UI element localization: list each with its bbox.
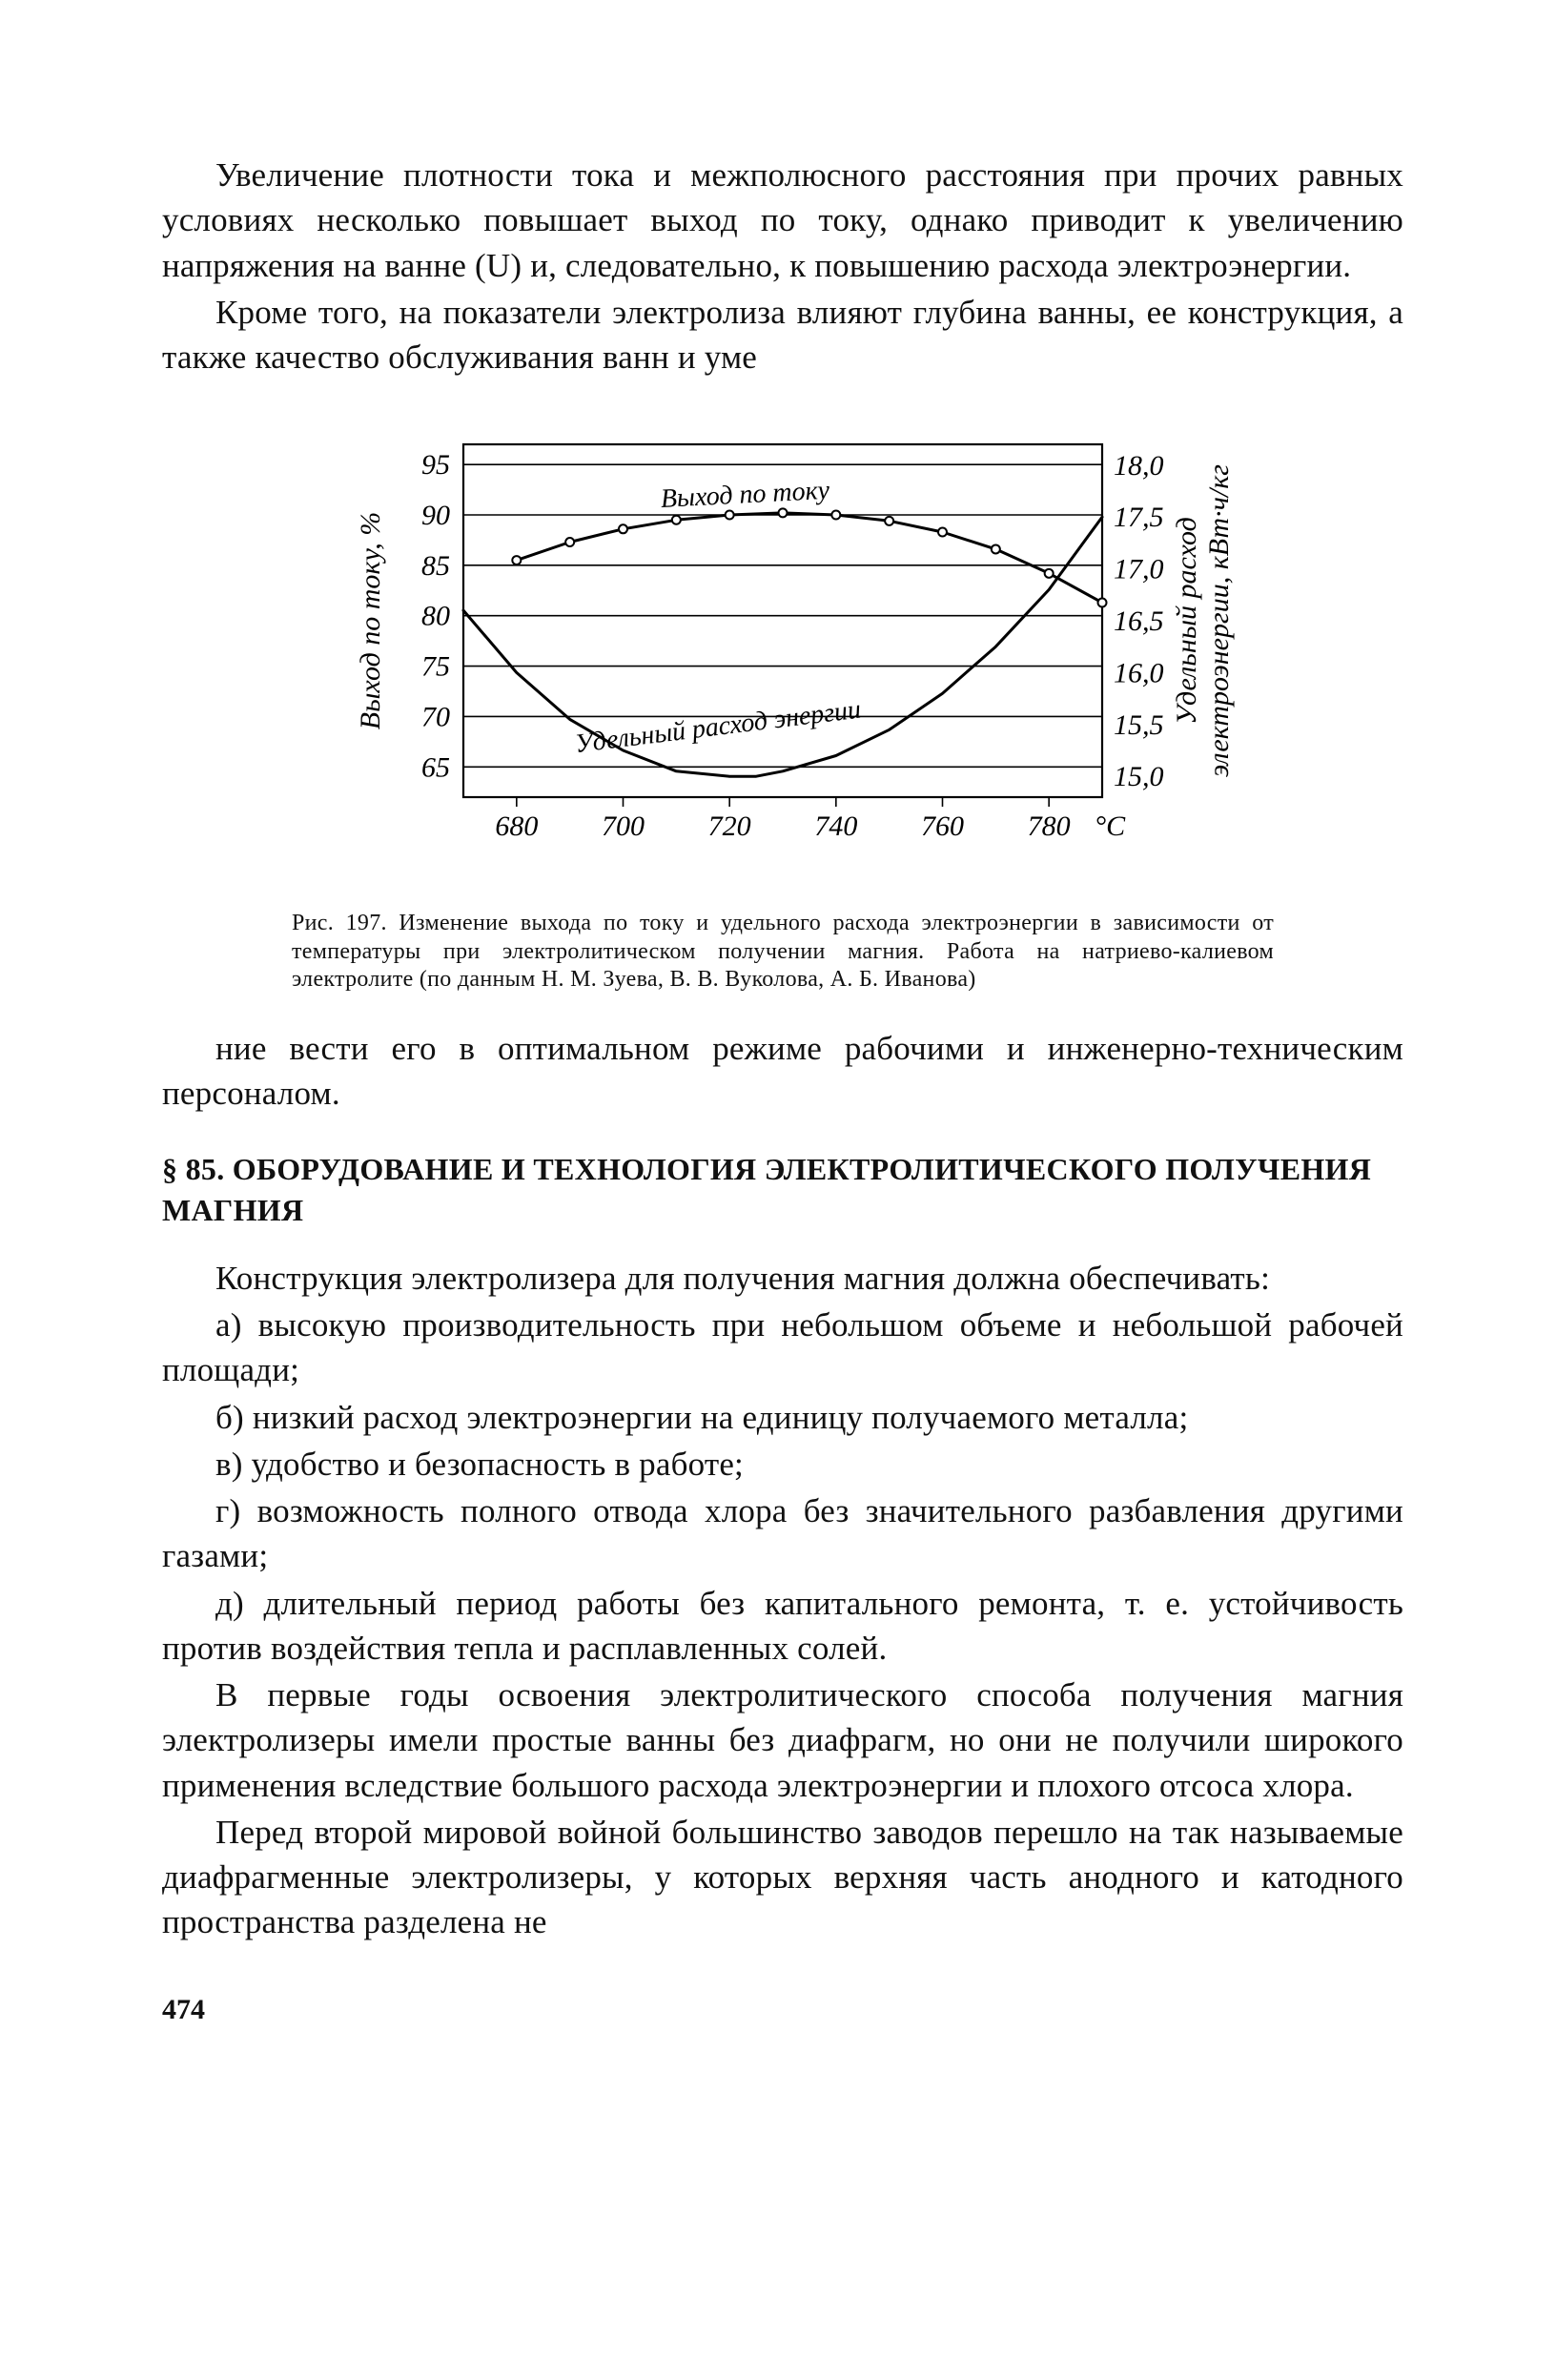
svg-text:780: 780	[1028, 810, 1071, 842]
svg-text:75: 75	[421, 651, 450, 683]
svg-text:720: 720	[708, 810, 751, 842]
svg-text:°C: °C	[1095, 810, 1126, 842]
svg-text:17,5: 17,5	[1114, 502, 1164, 533]
page: Увеличение плотности тока и межполюсного…	[0, 0, 1556, 2380]
svg-text:680: 680	[495, 810, 538, 842]
svg-text:85: 85	[421, 550, 450, 582]
svg-text:760: 760	[921, 810, 964, 842]
paragraph: ние вести его в оптимальном режиме рабоч…	[162, 1026, 1403, 1117]
paragraph: Увеличение плотности тока и межполюсного…	[162, 153, 1403, 288]
list-item-b: б) низкий расход электроэнергии на едини…	[162, 1395, 1403, 1440]
svg-text:Выход по току: Выход по току	[660, 476, 830, 514]
svg-text:740: 740	[814, 810, 857, 842]
svg-text:Удельный расход: Удельный расход	[1171, 517, 1202, 725]
list-item-c: в) удобство и безопасность в работе;	[162, 1442, 1403, 1487]
svg-text:16,5: 16,5	[1114, 605, 1164, 637]
svg-text:70: 70	[421, 702, 450, 733]
svg-text:Выход по току, %: Выход по току, %	[355, 512, 386, 730]
list-item-a: а) высокую производительность при неболь…	[162, 1303, 1403, 1393]
svg-text:15,5: 15,5	[1114, 709, 1164, 741]
svg-text:80: 80	[421, 601, 450, 632]
svg-text:16,0: 16,0	[1114, 658, 1164, 689]
svg-text:Удельный расход энергии: Удельный расход энергии	[573, 695, 862, 760]
chart-svg: 680 700 720 740 760 780 °C 65 70 75 80 85 90 95 15,0 15…	[292, 416, 1274, 892]
svg-text:95: 95	[421, 449, 450, 481]
svg-text:700: 700	[602, 810, 645, 842]
figure-197: 680 700 720 740 760 780 °C 65 70 75 80 85 90 95 15,0 15…	[162, 416, 1403, 892]
list-item-e: д) длительный период работы без капиталь…	[162, 1581, 1403, 1672]
paragraph: Конструкция электролизера для получения …	[162, 1256, 1403, 1301]
paragraph: Перед второй мировой войной большинство …	[162, 1810, 1403, 1945]
svg-text:электроэнергии, кВт·ч/кг: электроэнергии, кВт·ч/кг	[1203, 464, 1235, 777]
svg-text:90: 90	[421, 500, 450, 531]
figure-caption: Рис. 197. Изменение выхода по току и уде…	[292, 910, 1274, 994]
svg-text:15,0: 15,0	[1114, 761, 1164, 792]
section-heading: § 85. ОБОРУДОВАНИЕ И ТЕХНОЛОГИЯ ЭЛЕКТРОЛ…	[162, 1149, 1403, 1231]
svg-text:65: 65	[421, 752, 450, 784]
svg-text:17,0: 17,0	[1114, 554, 1164, 585]
list-item-d: г) возможность полного отвода хлора без …	[162, 1488, 1403, 1579]
paragraph: Кроме того, на показатели электролиза вл…	[162, 290, 1403, 380]
page-number: 474	[162, 1991, 1403, 2030]
svg-text:18,0: 18,0	[1114, 450, 1164, 482]
paragraph: В первые годы освоения электролитическог…	[162, 1672, 1403, 1808]
